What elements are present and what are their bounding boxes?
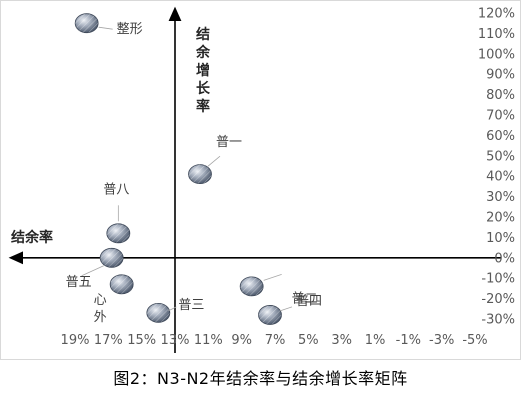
data-label: 普三 [178, 298, 204, 313]
data-point [188, 164, 212, 185]
data-label: 普五心外 [66, 275, 107, 325]
x-tick-label: 11% [194, 333, 223, 348]
data-point [106, 223, 131, 244]
leader-line [207, 155, 221, 167]
chart-caption: 图2：N3-N2年结余率与结余增长率矩阵 [113, 369, 408, 388]
y-tick-label: 40% [486, 170, 515, 185]
x-tick-label: 3% [331, 333, 352, 348]
leader-line [168, 306, 177, 312]
x-tick-label: 17% [94, 333, 123, 348]
y-tick-label: 20% [486, 211, 515, 226]
data-point [99, 247, 124, 268]
y-tick-label: 120% [478, 7, 515, 22]
x-tick-label: -1% [396, 333, 421, 348]
x-tick-label: 5% [298, 333, 319, 348]
data-point [74, 13, 99, 34]
y-tick-label: 50% [486, 149, 515, 164]
x-tick-label: -5% [462, 333, 487, 348]
x-tick-label: 9% [231, 333, 252, 348]
y-tick-label: -30% [481, 313, 515, 328]
x-tick-label: -3% [429, 333, 454, 348]
y-tick-label: 110% [478, 27, 515, 42]
data-label: 普八 [103, 182, 129, 197]
data-label: 普二 [292, 291, 318, 306]
leader-line [81, 265, 104, 277]
scatter-plot: 19% 17% 15% 13% 11% 9% 7% 5% 3% 1% -1% -3% -5% 120% 11… [8, 7, 515, 353]
y-tick-label: 70% [486, 109, 515, 124]
y-tick-label: 0% [494, 251, 515, 266]
x-tick-label: 1% [365, 333, 386, 348]
y-tick-label: -20% [481, 292, 515, 307]
y-tick-label: 10% [486, 231, 515, 246]
y-tick-label: -10% [481, 272, 515, 287]
data-label: 普一 [216, 135, 242, 150]
chart-area: 19% 17% 15% 13% 11% 9% 7% 5% 3% 1% -1% -3% -5% 120% 11… [0, 0, 521, 360]
data-point [109, 274, 134, 295]
leader-line [279, 306, 293, 312]
x-tick-label: 19% [61, 333, 90, 348]
y-tick-label: 30% [486, 190, 515, 205]
y-tick-label: 60% [486, 129, 515, 144]
x-tick-label: 15% [127, 333, 156, 348]
y-tick-label: 80% [486, 88, 515, 103]
x-axis-title: 结余率 [11, 229, 53, 246]
x-tick-label: 13% [161, 333, 190, 348]
data-point [258, 305, 282, 325]
leader-line [263, 273, 282, 281]
data-point [239, 276, 264, 297]
data-point [146, 302, 171, 323]
x-tick-label: 7% [265, 333, 286, 348]
y-tick-label: 90% [486, 68, 515, 83]
data-label: 整形 [117, 22, 143, 37]
data-label: 普四 [296, 294, 322, 309]
y-axis-title: 结余增长率 [195, 26, 211, 115]
leader-line [98, 26, 113, 30]
y-tick-label: 100% [478, 47, 515, 62]
